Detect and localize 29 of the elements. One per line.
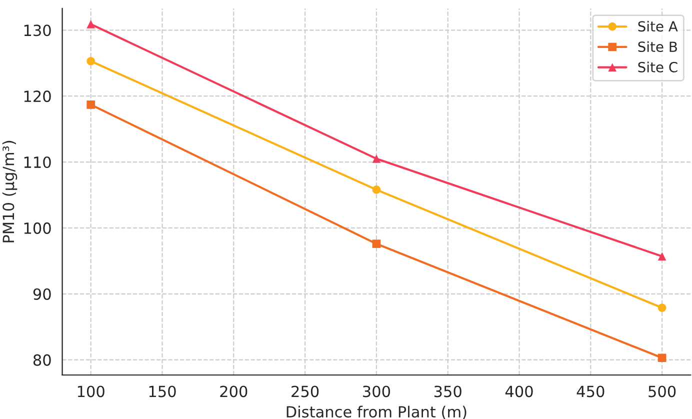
- y-tick-label: 120: [24, 90, 51, 102]
- legend-label: Site C: [638, 62, 678, 72]
- x-axis-title: Distance from Plant (m): [286, 406, 466, 419]
- x-tick-label: 450: [576, 386, 604, 398]
- y-tick-label: 110: [24, 156, 51, 168]
- y-axis-title: PM10 (µg/m³): [2, 140, 18, 242]
- point: [372, 154, 381, 163]
- point: [658, 304, 666, 312]
- point: [86, 100, 96, 109]
- x-tick-label: 250: [292, 386, 319, 398]
- point: [372, 240, 381, 248]
- y-tick-label: 80: [33, 354, 51, 366]
- point: [658, 252, 666, 260]
- point: [658, 354, 666, 362]
- point: [372, 186, 381, 194]
- point: [86, 20, 96, 28]
- point: [86, 56, 96, 66]
- legend-label: Site A: [638, 20, 678, 32]
- x-tick-label: 300: [363, 386, 390, 398]
- legend-label: Site B: [638, 41, 677, 52]
- x-tick-label: 200: [220, 386, 248, 398]
- x-tick-label: 400: [505, 386, 533, 398]
- y-tick-label: 90: [33, 288, 51, 300]
- y-tick-label: 130: [24, 24, 51, 36]
- y-tick-label: 100: [24, 222, 51, 234]
- x-tick-label: 500: [648, 386, 676, 398]
- x-tick-label: 350: [434, 386, 462, 398]
- x-tick-label: 100: [78, 386, 104, 398]
- x-tick-label: 150: [149, 386, 176, 398]
